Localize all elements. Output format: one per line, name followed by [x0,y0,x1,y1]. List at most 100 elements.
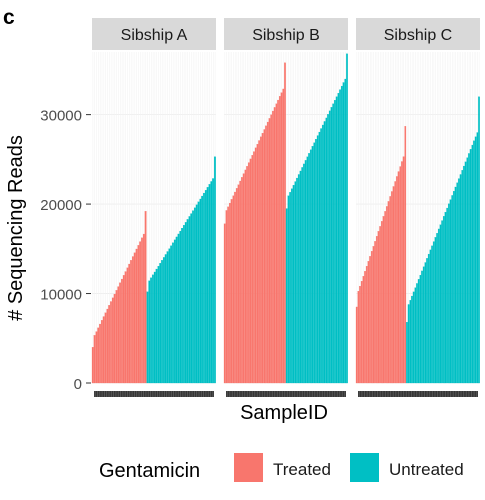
bar-treated [144,211,147,384]
bar-untreated [416,283,418,384]
bar-untreated [478,96,480,384]
bar-untreated [412,291,415,384]
bar-untreated [285,208,288,384]
bar-untreated [179,230,182,384]
facet-strip-label: Sibship C [384,27,452,44]
bar-treated [260,136,262,384]
bar-untreated [148,280,151,384]
bar-treated [364,271,366,384]
bar-treated [253,151,255,384]
bar-treated [391,191,393,384]
facet-strip [224,18,348,50]
bar-untreated [170,245,173,384]
bar-treated [369,256,371,384]
bar-untreated [468,153,470,384]
bar-untreated [325,117,328,384]
bar-untreated [303,163,305,384]
bar-untreated [197,201,200,384]
bar-treated [239,180,242,384]
bar-treated [284,62,286,384]
bar-untreated [469,149,472,384]
bar-untreated [426,258,428,384]
bar-treated [242,173,245,384]
bar-untreated [407,304,410,384]
bar-untreated [441,220,443,384]
bar-treated [362,276,365,384]
bar-treated [370,251,373,384]
facet-strip [92,18,216,50]
bar-untreated [330,107,333,384]
bar-untreated [201,195,204,384]
bar-untreated [422,266,425,384]
bar-untreated [419,274,422,384]
bar-treated [273,107,276,384]
bar-treated [399,166,402,384]
bar-treated [141,237,143,384]
bar-treated [282,88,285,384]
bar-untreated [204,190,207,384]
bar-treated [106,308,109,384]
panel-letter: c [3,6,15,29]
bar-untreated [335,96,338,384]
facet-sibship-a: Sibship A [91,18,216,397]
bar-treated [111,297,114,384]
bar-untreated [346,53,348,384]
bar-untreated [186,219,189,384]
x-axis-label: SampleID [240,402,328,424]
bar-treated [91,347,94,384]
bar-treated [110,301,112,384]
bar-untreated [188,216,191,384]
bar-treated [122,275,125,384]
bar-treated [97,327,100,384]
bar-untreated [439,224,442,384]
y-tick-label: 10000 [40,287,82,304]
bar-treated [131,256,134,384]
bar-treated [280,92,283,384]
bar-treated [104,312,107,384]
bar-treated [223,223,226,384]
bar-treated [99,323,101,384]
bar-treated [121,278,123,384]
bar-treated [254,147,257,384]
bar-treated [382,216,385,384]
bar-untreated [301,167,304,384]
bar-untreated [323,121,326,384]
x-tick-rug [358,391,478,397]
bar-untreated [199,198,202,384]
bar-treated [128,263,131,384]
bar-untreated [162,257,165,384]
bar-untreated [446,207,448,384]
bar-treated [402,156,405,384]
bar-treated [268,118,271,384]
bar-untreated [304,160,307,384]
bar-treated [397,171,400,384]
bar-untreated [466,157,469,384]
bar-untreated [161,260,163,384]
bar-untreated [406,322,408,384]
bar-treated [102,316,105,384]
bar-treated [135,248,138,384]
bar-treated [251,155,254,384]
bar-treated [124,271,127,384]
bar-untreated [409,300,412,384]
facet-strip-label: Sibship A [121,27,188,44]
bar-treated [244,169,247,384]
bar-treated [227,206,229,384]
bar-untreated [168,248,171,384]
bar-treated [360,281,363,384]
bar-treated [265,125,267,384]
bar-untreated [166,251,169,384]
bar-untreated [476,132,479,384]
facet-sibship-b: Sibship B [223,18,348,397]
bar-untreated [332,103,335,384]
bar-untreated [195,204,198,384]
bar-untreated [193,207,196,384]
bar-treated [367,261,370,384]
bar-treated [258,140,260,384]
facet-strip-label: Sibship B [252,27,320,44]
legend-label-treated: Treated [273,460,331,479]
bar-treated [115,290,118,384]
bar-treated [372,246,375,384]
bar-treated [130,260,132,384]
